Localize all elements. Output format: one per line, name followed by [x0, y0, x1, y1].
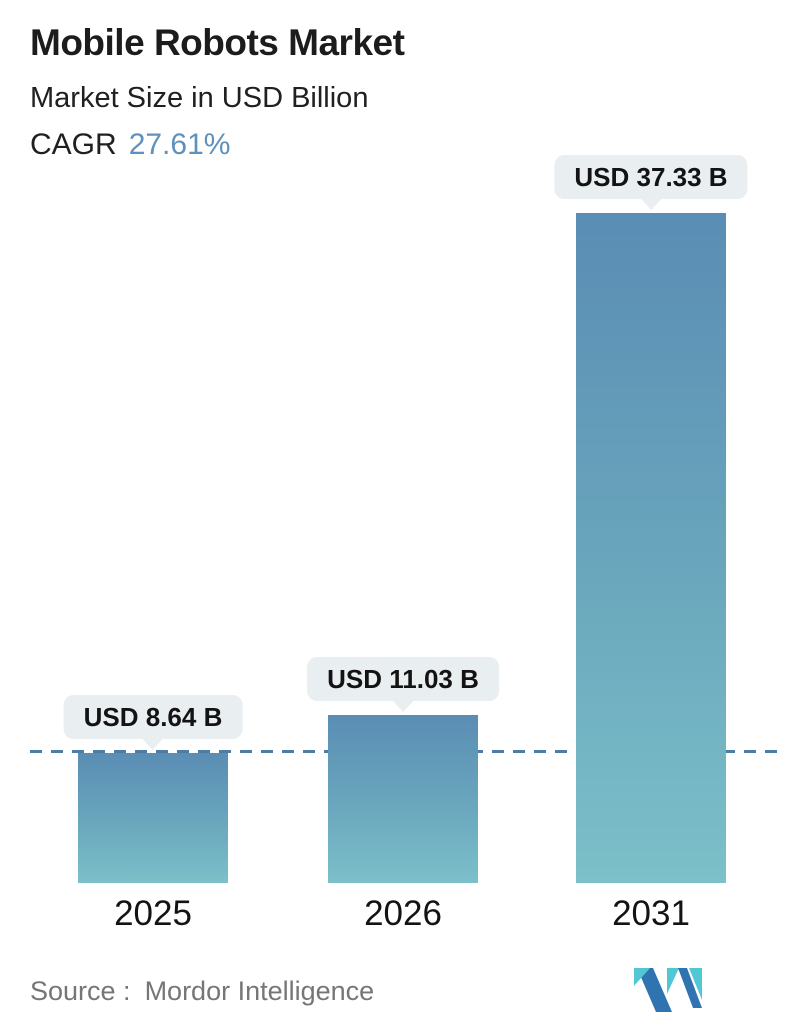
cagr-line: CAGR 27.61% — [30, 128, 404, 161]
value-callout-2031: USD 37.33 B — [554, 155, 748, 199]
axis-label-2025: 2025 — [114, 894, 192, 933]
cagr-label: CAGR — [30, 128, 117, 162]
axis-label-2026: 2026 — [364, 894, 442, 933]
source-attribution: Source : Mordor Intelligence — [30, 976, 374, 1007]
cagr-value: 27.61% — [128, 128, 231, 162]
bar-2026 — [328, 715, 478, 883]
page-title: Mobile Robots Market — [30, 22, 405, 63]
bar-2031 — [576, 213, 726, 883]
axis-label-2031: 2031 — [612, 894, 690, 933]
source-value: Mordor Intelligence — [144, 976, 375, 1006]
chart-subtitle: Market Size in USD Billion — [30, 81, 369, 114]
mordor-intelligence-logo — [634, 968, 702, 1012]
value-callout-2025: USD 8.64 B — [63, 695, 243, 739]
chart-header: Mobile Robots Market Market Size in USD … — [30, 22, 405, 161]
value-callout-2026: USD 11.03 B — [307, 657, 499, 701]
bar-2025 — [78, 753, 228, 883]
source-label: Source : — [30, 976, 131, 1006]
